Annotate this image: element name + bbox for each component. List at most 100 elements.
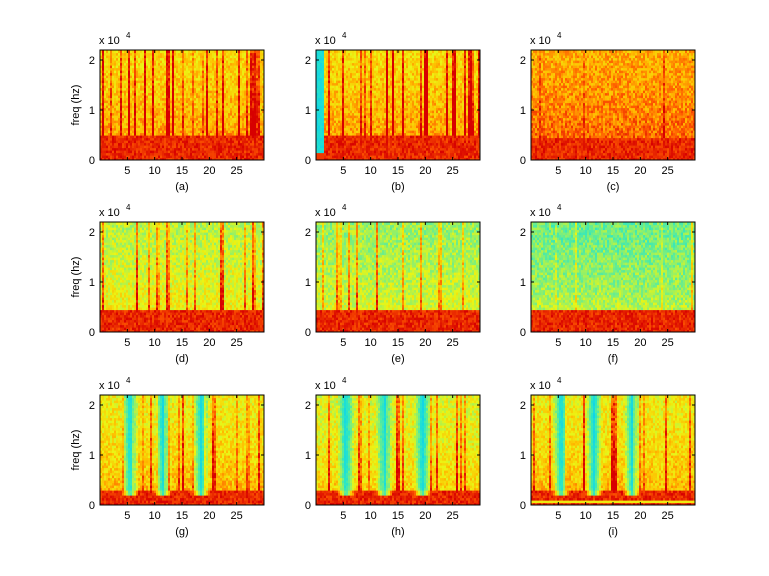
y-axis-label: freq (hz)	[70, 85, 82, 126]
spectrogram-image	[531, 50, 695, 160]
x-tick-label: 5	[340, 337, 346, 349]
x-tick-label: 5	[124, 165, 130, 177]
y-exponent-label: 4	[126, 31, 131, 40]
x-tick-label: 10	[580, 337, 592, 349]
y-tick-label: 2	[305, 227, 311, 239]
spectrogram-panel: 5 10 15 20 25 0 1 2 x 10 4 (e)	[305, 203, 481, 365]
x-tick-label: 10	[149, 337, 161, 349]
y-multiplier-label: x 10	[530, 35, 551, 47]
y-tick-label: 2	[89, 55, 95, 67]
y-tick-label: 1	[520, 277, 526, 289]
x-tick-label: 20	[419, 337, 431, 349]
x-tick-label: 5	[340, 165, 346, 177]
y-tick-label: 2	[305, 55, 311, 67]
panel-label: (a)	[175, 181, 188, 193]
x-tick-label: 20	[634, 337, 646, 349]
x-tick-label: 25	[662, 337, 674, 349]
y-tick-label: 1	[89, 105, 95, 117]
x-tick-label: 15	[176, 165, 188, 177]
x-tick-label: 25	[447, 337, 459, 349]
x-tick-label: 15	[607, 165, 619, 177]
x-tick-label: 5	[340, 510, 346, 522]
y-tick-label: 2	[305, 400, 311, 412]
spectrogram-image	[316, 222, 480, 332]
y-tick-label: 1	[520, 450, 526, 462]
y-tick-label: 0	[305, 155, 311, 167]
y-tick-label: 0	[520, 327, 526, 339]
spectrogram-panel: 5 10 15 20 25 0 1 2 x 10 4 (i)	[520, 376, 696, 538]
y-exponent-label: 4	[557, 31, 562, 40]
spectrogram-image	[100, 50, 264, 160]
spectrogram-panel: 5 10 15 20 25 0 1 2 x 10 4 (h)	[305, 376, 481, 538]
spectrogram-image	[100, 395, 264, 505]
panel-label: (d)	[175, 353, 188, 365]
x-tick-label: 25	[231, 510, 243, 522]
x-tick-label: 15	[607, 510, 619, 522]
x-tick-label: 20	[419, 165, 431, 177]
spectrogram-panel: 5 10 15 20 25 0 1 2 x 10 4 (f)	[520, 203, 696, 365]
y-tick-label: 1	[305, 277, 311, 289]
x-tick-label: 15	[392, 510, 404, 522]
y-tick-label: 2	[89, 400, 95, 412]
y-multiplier-label: x 10	[99, 35, 120, 47]
x-tick-label: 10	[365, 165, 377, 177]
x-tick-label: 10	[365, 510, 377, 522]
y-exponent-label: 4	[342, 31, 347, 40]
spectrogram-image	[100, 222, 264, 332]
y-axis-label: freq (hz)	[70, 430, 82, 471]
y-exponent-label: 4	[126, 203, 131, 212]
y-exponent-label: 4	[342, 376, 347, 385]
x-tick-label: 25	[662, 165, 674, 177]
panel-label: (c)	[607, 181, 620, 193]
panel-label: (i)	[608, 526, 618, 538]
x-tick-label: 5	[124, 337, 130, 349]
y-tick-label: 1	[305, 105, 311, 117]
x-tick-label: 25	[447, 510, 459, 522]
spectrogram-panel: 5 10 15 20 25 0 1 2 x 10 4 (b)	[305, 31, 481, 193]
x-tick-label: 10	[149, 165, 161, 177]
y-tick-label: 0	[520, 155, 526, 167]
y-axis-label: freq (hz)	[70, 257, 82, 298]
y-multiplier-label: x 10	[99, 207, 120, 219]
x-tick-label: 20	[419, 510, 431, 522]
y-exponent-label: 4	[557, 203, 562, 212]
x-tick-label: 10	[580, 165, 592, 177]
y-tick-label: 0	[520, 500, 526, 512]
x-tick-label: 25	[231, 165, 243, 177]
x-tick-label: 10	[149, 510, 161, 522]
panel-label: (b)	[391, 181, 404, 193]
y-tick-label: 1	[520, 105, 526, 117]
y-multiplier-label: x 10	[315, 35, 336, 47]
x-tick-label: 20	[203, 337, 215, 349]
y-tick-label: 2	[89, 227, 95, 239]
x-tick-label: 15	[392, 337, 404, 349]
y-tick-label: 0	[305, 327, 311, 339]
y-tick-label: 2	[520, 227, 526, 239]
x-tick-label: 25	[662, 510, 674, 522]
y-tick-label: 0	[305, 500, 311, 512]
y-exponent-label: 4	[126, 376, 131, 385]
y-tick-label: 2	[520, 55, 526, 67]
y-exponent-label: 4	[557, 376, 562, 385]
x-tick-label: 5	[555, 510, 561, 522]
x-tick-label: 15	[392, 165, 404, 177]
y-tick-label: 2	[520, 400, 526, 412]
x-tick-label: 20	[634, 510, 646, 522]
y-multiplier-label: x 10	[99, 380, 120, 392]
spectrogram-image	[531, 222, 695, 332]
y-multiplier-label: x 10	[530, 207, 551, 219]
spectrogram-panel: 5 10 15 20 25 0 1 2 x 10 4 freq (hz) (a)	[70, 31, 265, 193]
spectrogram-panel: 5 10 15 20 25 0 1 2 x 10 4 (c)	[520, 31, 696, 193]
x-tick-label: 10	[365, 337, 377, 349]
spectrogram-image	[316, 395, 480, 505]
x-tick-label: 25	[447, 165, 459, 177]
spectrogram-panel: 5 10 15 20 25 0 1 2 x 10 4 freq (hz) (d)	[70, 203, 265, 365]
spectrogram-image	[531, 395, 695, 505]
x-tick-label: 5	[555, 337, 561, 349]
y-tick-label: 0	[89, 500, 95, 512]
x-tick-label: 20	[203, 165, 215, 177]
y-multiplier-label: x 10	[315, 380, 336, 392]
y-tick-label: 0	[89, 155, 95, 167]
y-tick-label: 1	[89, 450, 95, 462]
